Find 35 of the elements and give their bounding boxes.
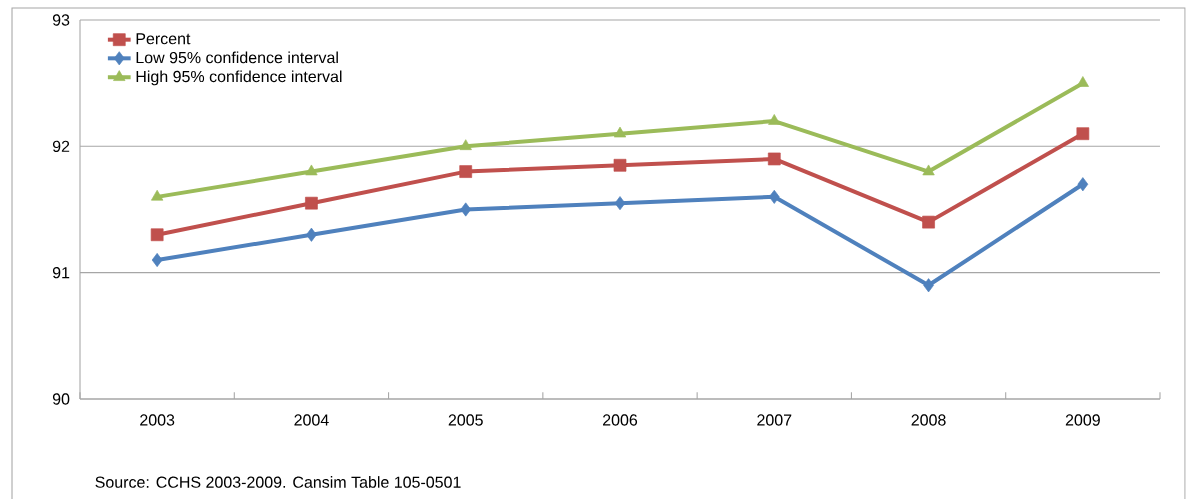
legend-label: High 95% confidence interval [136,70,342,86]
point [459,165,473,178]
point [1077,177,1089,192]
point [614,196,626,211]
y-tick-label: 93 [52,14,70,26]
point [768,189,780,204]
point [151,189,164,201]
x-tick-label: 2009 [1065,414,1100,426]
y-tick-label: 90 [52,393,70,405]
point [922,164,935,176]
point [305,196,318,210]
x-tick-label: 2003 [140,414,175,426]
point [768,114,781,125]
point [305,164,318,176]
point [150,228,164,242]
point [460,202,472,217]
x-tick-label: 2006 [603,414,638,426]
point [923,278,934,293]
point [767,152,781,166]
point [1076,127,1090,141]
legend-label: Percent [136,33,191,45]
x-tick-label: 2008 [911,414,946,426]
legend-label: Low 95% confidence interval [136,51,338,64]
point [613,126,627,138]
x-tick-label: 2004 [294,414,329,426]
x-tick-label: 2005 [448,414,483,426]
y-tick-label: 92 [52,140,70,152]
point [306,227,317,242]
point [922,215,935,229]
point [459,139,472,150]
x-tick-label: 2007 [757,414,792,426]
point [151,253,163,268]
source-note: Source: CCHS 2003-2009. Cansim Table 105-0501 [95,476,461,488]
y-tick-label: 91 [52,267,70,279]
point [613,158,627,172]
